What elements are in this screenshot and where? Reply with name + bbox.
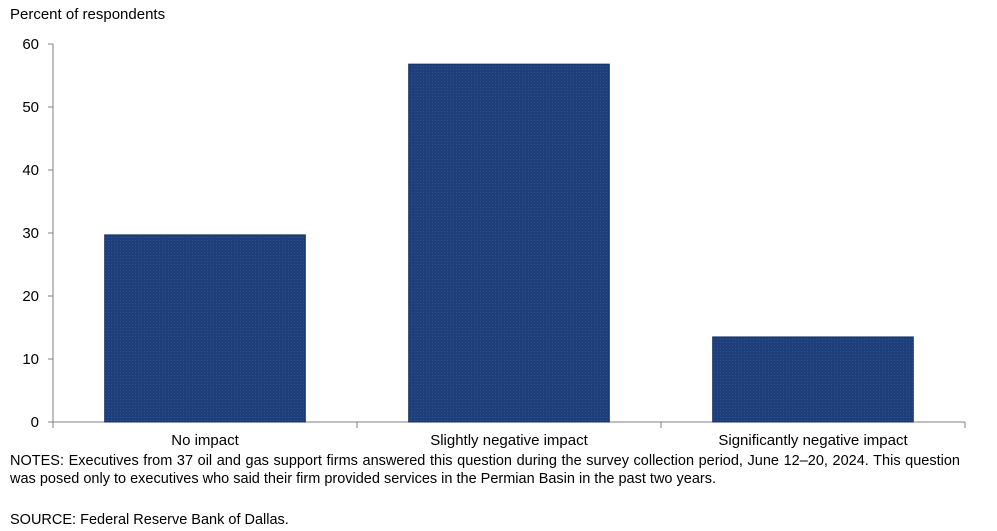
y-tick-label: 20 [22, 288, 39, 305]
bar [104, 234, 306, 423]
x-tick-label: Significantly negative impact [718, 432, 908, 449]
bars [104, 63, 914, 423]
bar-chart: 0 10 20 30 40 50 60 No impact Slightly negative … [22, 36, 966, 449]
x-tick-label: Slightly negative impact [430, 432, 588, 449]
y-tick-label: 50 [22, 99, 39, 116]
y-axis-title: Percent of respondents [10, 6, 166, 23]
x-tick-label: No impact [171, 432, 239, 449]
y-tick-label: 0 [31, 414, 39, 431]
y-tick-label: 40 [22, 162, 39, 179]
bar [408, 63, 610, 423]
chart-notes: NOTES: Executives from 37 oil and gas su… [10, 453, 960, 488]
notes-text: NOTES: Executives from 37 oil and gas su… [10, 453, 960, 487]
y-tick-label: 60 [22, 36, 39, 53]
y-tick-label: 10 [22, 351, 39, 368]
bar [712, 336, 914, 423]
chart-source: SOURCE: Federal Reserve Bank of Dallas. [10, 512, 289, 528]
y-tick-label: 30 [22, 225, 39, 242]
labels: 0 10 20 30 40 50 60 No impact Slightly negative … [22, 36, 908, 449]
